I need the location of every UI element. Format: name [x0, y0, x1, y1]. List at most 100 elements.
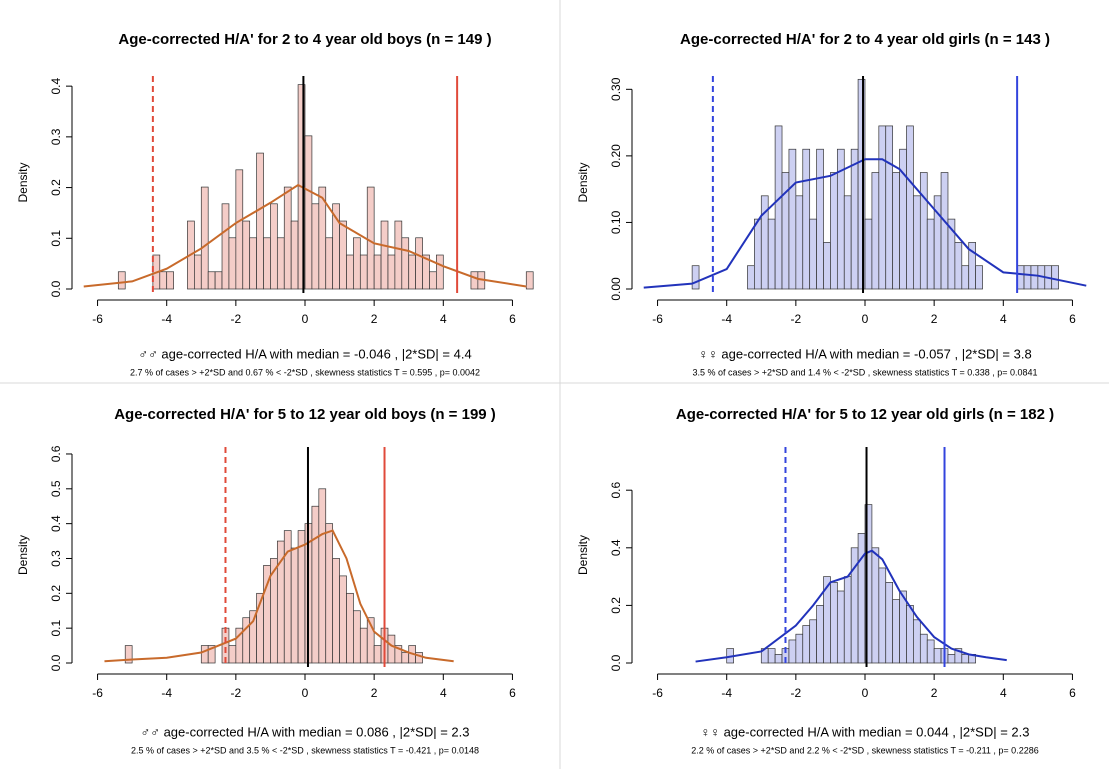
bar: [975, 265, 983, 290]
y-tick-label: 0.3: [49, 550, 63, 567]
bar: [124, 645, 133, 664]
bar: [429, 271, 437, 290]
density-curve: [643, 158, 1087, 289]
y-tick-label: 0.0: [609, 654, 623, 671]
y-tick-label: 0.6: [49, 445, 63, 462]
bar: [885, 582, 894, 664]
y-tick-label: 0.2: [609, 597, 623, 614]
chart-title: Age-corrected H/A' for 2 to 4 year old b…: [118, 31, 491, 48]
bar: [795, 195, 804, 290]
y-tick-label: 0.5: [49, 480, 63, 497]
chart-title: Age-corrected H/A' for 5 to 12 year old …: [114, 406, 496, 423]
y-axis-label: Density: [576, 162, 590, 202]
x-tick-label: -2: [791, 686, 802, 700]
bar: [159, 271, 168, 290]
bar: [366, 186, 375, 290]
bar: [318, 488, 327, 664]
density-curve: [695, 549, 1007, 663]
bar: [1051, 265, 1059, 290]
bar: [339, 575, 347, 664]
y-tick-label: 0.2: [49, 179, 63, 196]
x-tick-label: 6: [509, 686, 516, 700]
x-tick-label: 0: [862, 686, 869, 700]
y-tick-label: 0.3: [49, 128, 63, 145]
bar: [325, 523, 334, 664]
bar: [878, 567, 887, 664]
y-tick-label: 0.4: [49, 77, 63, 94]
bar: [913, 195, 921, 290]
x-tick-label: 0: [302, 686, 309, 700]
x-tick-label: 4: [440, 686, 447, 700]
bar: [767, 648, 776, 664]
density-curve: [104, 529, 454, 663]
bar: [436, 254, 444, 290]
x-tick-label: -4: [161, 312, 172, 326]
bar: [878, 125, 887, 290]
bar: [1030, 265, 1039, 290]
bar: [221, 203, 230, 290]
bar: [802, 625, 811, 664]
bar: [961, 265, 970, 290]
density-curve: [83, 183, 527, 288]
bar: [290, 547, 299, 664]
bar: [906, 125, 914, 290]
bar: [117, 271, 126, 290]
x-tick-label: -6: [92, 312, 103, 326]
y-tick-label: 0.1: [49, 230, 63, 247]
bar: [401, 237, 410, 290]
x-tick-label: -2: [231, 686, 242, 700]
bar: [207, 645, 216, 664]
bar: [843, 195, 852, 290]
bar: [235, 169, 244, 290]
bar: [470, 271, 479, 290]
bar: [387, 634, 396, 664]
bar: [823, 242, 831, 290]
bar: [228, 237, 237, 290]
x-tick-label: -4: [721, 312, 732, 326]
bar: [767, 218, 776, 290]
y-tick-label: 0.30: [609, 77, 623, 101]
bar: [871, 547, 880, 664]
bar: [913, 619, 921, 664]
x-axis-label: ♂♂ age-corrected H/A with median = 0.086…: [140, 724, 469, 739]
bar: [857, 78, 866, 290]
note: 2.5 % of cases > +2*SD and 3.5 % < -2*SD…: [131, 745, 479, 755]
note: 2.7 % of cases > +2*SD and 0.67 % < -2*S…: [130, 367, 480, 377]
panel: Age-corrected H/A' for 2 to 4 year old g…: [576, 31, 1087, 377]
x-tick-label: 4: [1000, 312, 1007, 326]
bar: [200, 186, 209, 290]
x-axis-label: ♂♂ age-corrected H/A with median = -0.04…: [138, 346, 471, 361]
y-tick-label: 0.10: [609, 210, 623, 234]
bar: [401, 652, 410, 664]
bar: [249, 237, 257, 290]
bar: [304, 135, 313, 290]
bar: [788, 639, 797, 664]
bar: [892, 172, 900, 290]
bar: [332, 558, 340, 664]
x-tick-label: -6: [652, 312, 663, 326]
x-tick-label: 6: [1069, 686, 1076, 700]
x-tick-label: -4: [721, 686, 732, 700]
x-tick-label: 2: [931, 686, 938, 700]
bar: [885, 125, 894, 290]
bar: [166, 271, 174, 290]
x-tick-label: 0: [862, 312, 869, 326]
bar: [892, 599, 900, 664]
bar: [926, 218, 935, 290]
bar: [311, 505, 320, 664]
y-tick-label: 0.6: [609, 482, 623, 499]
chart-title: Age-corrected H/A' for 2 to 4 year old g…: [680, 31, 1050, 48]
bar: [919, 172, 928, 290]
bar: [774, 654, 783, 664]
bar: [380, 220, 389, 290]
y-tick-label: 0.1: [49, 619, 63, 636]
bar: [926, 639, 935, 664]
x-tick-label: 0: [302, 312, 309, 326]
x-tick-label: 2: [931, 312, 938, 326]
bar: [809, 218, 817, 290]
y-tick-label: 0.20: [609, 144, 623, 168]
bar: [283, 186, 292, 290]
bar: [747, 265, 755, 290]
x-tick-label: 6: [1069, 312, 1076, 326]
